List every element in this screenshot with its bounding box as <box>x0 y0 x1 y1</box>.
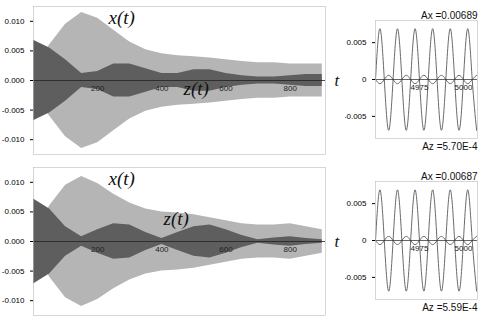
svg-text:-0.005: -0.005 <box>2 106 25 115</box>
svg-text:-0.010: -0.010 <box>2 296 25 305</box>
svg-text:400: 400 <box>155 245 169 254</box>
svg-text:t: t <box>335 232 341 251</box>
svg-text:200: 200 <box>91 245 105 254</box>
svg-text:800: 800 <box>284 245 298 254</box>
svg-text:Ax =0.00689: Ax =0.00689 <box>421 10 478 21</box>
svg-text:0.005: 0.005 <box>346 38 367 47</box>
svg-text:0.005: 0.005 <box>4 46 25 55</box>
svg-text:-0.005: -0.005 <box>345 112 367 121</box>
svg-text:t: t <box>335 71 341 90</box>
svg-text:Ax =0.00687: Ax =0.00687 <box>421 171 478 182</box>
svg-text:0.005: 0.005 <box>346 199 367 208</box>
svg-text:0: 0 <box>362 75 367 84</box>
svg-text:-0.005: -0.005 <box>345 273 367 282</box>
svg-text:0.000: 0.000 <box>4 237 25 246</box>
svg-text:0.010: 0.010 <box>4 178 25 187</box>
svg-text:0: 0 <box>362 236 367 245</box>
svg-text:0.000: 0.000 <box>4 76 25 85</box>
svg-text:800: 800 <box>284 84 298 93</box>
svg-text:Az =5.70E-4: Az =5.70E-4 <box>422 141 478 152</box>
svg-text:400: 400 <box>155 84 169 93</box>
svg-text:x(t): x(t) <box>108 7 135 29</box>
svg-text:x(t): x(t) <box>108 168 135 190</box>
svg-text:600: 600 <box>219 84 233 93</box>
svg-text:600: 600 <box>219 245 233 254</box>
svg-text:-0.005: -0.005 <box>2 267 25 276</box>
svg-text:0.005: 0.005 <box>4 207 25 216</box>
svg-text:Az =5.59E-4: Az =5.59E-4 <box>422 302 478 313</box>
svg-text:4975: 4975 <box>411 83 429 92</box>
svg-text:5000: 5000 <box>455 83 473 92</box>
svg-text:z(t): z(t) <box>163 208 189 230</box>
svg-text:200: 200 <box>91 84 105 93</box>
svg-text:4975: 4975 <box>411 244 429 253</box>
svg-text:-0.010: -0.010 <box>2 135 25 144</box>
svg-text:z(t): z(t) <box>183 78 209 100</box>
svg-text:0.010: 0.010 <box>4 17 25 26</box>
svg-text:5000: 5000 <box>455 244 473 253</box>
